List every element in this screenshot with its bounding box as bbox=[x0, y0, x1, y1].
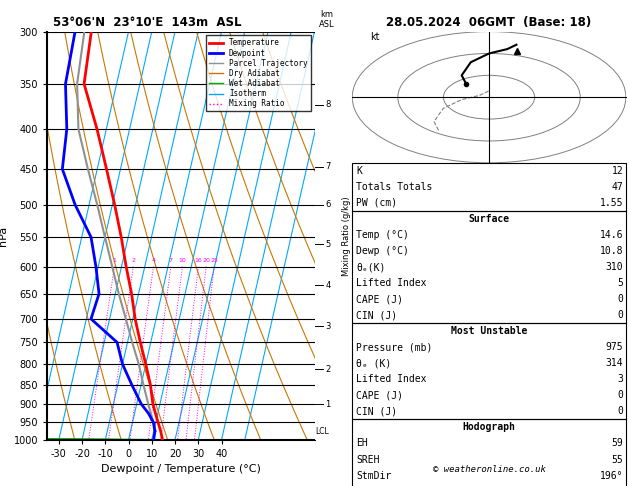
Text: 25: 25 bbox=[210, 258, 218, 262]
Text: LCL: LCL bbox=[316, 427, 330, 436]
Text: 14.6: 14.6 bbox=[600, 230, 623, 240]
Text: CAPE (J): CAPE (J) bbox=[356, 390, 403, 400]
Text: 5: 5 bbox=[618, 278, 623, 288]
Text: 6: 6 bbox=[325, 200, 331, 209]
Text: Lifted Index: Lifted Index bbox=[356, 374, 426, 384]
Text: Most Unstable: Most Unstable bbox=[451, 326, 527, 336]
Text: 310: 310 bbox=[606, 262, 623, 272]
Text: Temp (°C): Temp (°C) bbox=[356, 230, 409, 240]
Text: 4: 4 bbox=[325, 281, 330, 290]
Text: CIN (J): CIN (J) bbox=[356, 406, 397, 417]
Text: 2: 2 bbox=[325, 364, 330, 374]
Text: 47: 47 bbox=[611, 182, 623, 192]
Text: 4: 4 bbox=[152, 258, 155, 262]
Text: Lifted Index: Lifted Index bbox=[356, 278, 426, 288]
Text: Mixing Ratio (g/kg): Mixing Ratio (g/kg) bbox=[342, 196, 350, 276]
Text: 7: 7 bbox=[169, 258, 173, 262]
X-axis label: Dewpoint / Temperature (°C): Dewpoint / Temperature (°C) bbox=[101, 465, 261, 474]
Text: 10.8: 10.8 bbox=[600, 246, 623, 256]
Text: EH: EH bbox=[356, 438, 368, 449]
Text: 0: 0 bbox=[618, 294, 623, 304]
Text: 1: 1 bbox=[325, 399, 330, 409]
Text: PW (cm): PW (cm) bbox=[356, 198, 397, 208]
Text: Totals Totals: Totals Totals bbox=[356, 182, 432, 192]
Text: Pressure (mb): Pressure (mb) bbox=[356, 342, 432, 352]
Text: 5: 5 bbox=[325, 240, 330, 249]
Text: StmDir: StmDir bbox=[356, 470, 391, 481]
Text: CAPE (J): CAPE (J) bbox=[356, 294, 403, 304]
Text: © weatheronline.co.uk: © weatheronline.co.uk bbox=[433, 465, 545, 474]
Text: km
ASL: km ASL bbox=[319, 11, 334, 29]
Text: K: K bbox=[356, 166, 362, 176]
Text: kt: kt bbox=[370, 33, 380, 42]
Text: Surface: Surface bbox=[469, 214, 509, 224]
Text: 20: 20 bbox=[203, 258, 210, 262]
Text: 0: 0 bbox=[618, 310, 623, 320]
Text: 2: 2 bbox=[131, 258, 135, 262]
Text: Hodograph: Hodograph bbox=[462, 422, 516, 433]
Text: 3: 3 bbox=[325, 322, 331, 330]
Text: θₑ(K): θₑ(K) bbox=[356, 262, 386, 272]
Text: 55: 55 bbox=[611, 454, 623, 465]
Text: 7: 7 bbox=[325, 162, 331, 171]
Text: 314: 314 bbox=[606, 358, 623, 368]
Text: SREH: SREH bbox=[356, 454, 379, 465]
Text: 10: 10 bbox=[179, 258, 186, 262]
Text: 16: 16 bbox=[194, 258, 203, 262]
Legend: Temperature, Dewpoint, Parcel Trajectory, Dry Adiabat, Wet Adiabat, Isotherm, Mi: Temperature, Dewpoint, Parcel Trajectory… bbox=[206, 35, 311, 111]
Text: 0: 0 bbox=[618, 390, 623, 400]
Text: 8: 8 bbox=[325, 100, 331, 109]
Text: 1.55: 1.55 bbox=[600, 198, 623, 208]
Text: 0: 0 bbox=[618, 406, 623, 417]
Text: θₑ (K): θₑ (K) bbox=[356, 358, 391, 368]
Text: 53°06'N  23°10'E  143m  ASL: 53°06'N 23°10'E 143m ASL bbox=[53, 16, 242, 29]
Text: CIN (J): CIN (J) bbox=[356, 310, 397, 320]
Y-axis label: hPa: hPa bbox=[0, 226, 8, 246]
Text: 59: 59 bbox=[611, 438, 623, 449]
Text: 3: 3 bbox=[618, 374, 623, 384]
Text: 196°: 196° bbox=[600, 470, 623, 481]
Text: 28.05.2024  06GMT  (Base: 18): 28.05.2024 06GMT (Base: 18) bbox=[386, 16, 592, 29]
Text: 1: 1 bbox=[113, 258, 116, 262]
Text: 12: 12 bbox=[611, 166, 623, 176]
Text: 975: 975 bbox=[606, 342, 623, 352]
Text: Dewp (°C): Dewp (°C) bbox=[356, 246, 409, 256]
